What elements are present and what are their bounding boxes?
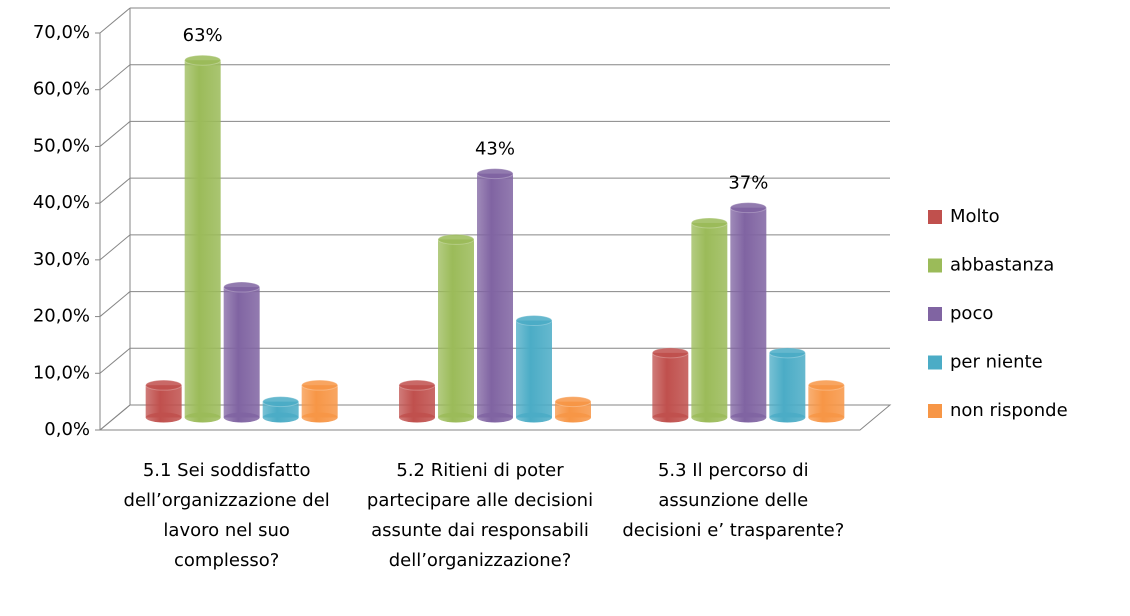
bar [652, 352, 689, 418]
legend-swatch [928, 258, 942, 273]
y-tick-label: 0,0% [44, 419, 90, 440]
value-label: 37% [728, 173, 768, 194]
bar [730, 207, 767, 418]
bar [301, 385, 338, 418]
bar-base [223, 412, 260, 423]
y-tick-label: 30,0% [33, 249, 90, 270]
legend-swatch [928, 404, 942, 418]
x-tick-label: 5.1 Sei soddisfatto dell’organizzazione … [123, 460, 330, 571]
bar-top [437, 233, 475, 245]
legend-label: abbastanza [950, 255, 1054, 276]
legend-label: per niente [950, 352, 1043, 373]
bar-top [515, 315, 553, 327]
bar [769, 352, 806, 418]
grid-line-side [99, 404, 131, 431]
bar-top [554, 396, 592, 408]
bar-base [301, 412, 338, 423]
bar-base [516, 412, 552, 423]
bar-base [438, 412, 474, 423]
legend-swatch [928, 355, 942, 370]
y-tick-label: 20,0% [33, 306, 90, 327]
bar-top [184, 54, 222, 66]
bar [691, 222, 728, 418]
bar-top [807, 379, 845, 391]
bar [808, 385, 845, 418]
bar-base [477, 412, 513, 423]
bar-base [808, 412, 845, 423]
bar [223, 287, 260, 418]
y-tick-label: 50,0% [33, 135, 90, 156]
grid-line-side [99, 347, 131, 374]
bar-base [399, 412, 435, 423]
value-label: 63% [183, 25, 223, 46]
bar-base [184, 412, 221, 423]
bar [145, 385, 182, 418]
bar-base [555, 412, 591, 423]
bar-base [262, 412, 299, 423]
bar-top [690, 217, 728, 229]
grid-line-side [99, 291, 131, 317]
bar-top [729, 202, 767, 214]
value-label: 43% [475, 139, 515, 160]
legend-swatch [928, 307, 942, 321]
bar [477, 173, 513, 418]
bar [184, 60, 221, 418]
legend-label: Molto [950, 206, 1000, 227]
x-tick-label: 5.3 Il percorso di assunzione delle deci… [622, 460, 845, 541]
legend-label: non risponde [950, 400, 1068, 421]
grid-line-side [99, 234, 131, 261]
bar-base [652, 412, 689, 423]
bar-base [691, 412, 728, 423]
bar-top [301, 379, 339, 391]
grid-line-side [99, 64, 131, 91]
bar [399, 385, 435, 418]
bar-top [651, 347, 689, 359]
bar-base [769, 412, 806, 423]
legend-swatch [928, 210, 942, 224]
bar-top [768, 347, 806, 359]
grid-line-side [99, 177, 131, 204]
y-tick-label: 10,0% [33, 362, 90, 383]
bar-top [145, 379, 183, 391]
legend-label: poco [950, 303, 993, 324]
bar [438, 239, 474, 418]
y-tick-label: 40,0% [33, 192, 90, 213]
y-tick-label: 60,0% [33, 79, 90, 100]
bar [516, 320, 552, 418]
bar-top [476, 168, 514, 180]
y-tick-label: 70,0% [33, 22, 90, 43]
bar-base [730, 412, 767, 423]
bar-top [223, 281, 261, 293]
bar-base [145, 412, 182, 423]
grid-line-side [99, 121, 131, 147]
bar-top [398, 379, 436, 391]
grid-line-side [99, 7, 131, 34]
bar-top [262, 396, 300, 408]
x-tick-label: 5.2 Ritieni di poter partecipare alle de… [366, 460, 594, 571]
